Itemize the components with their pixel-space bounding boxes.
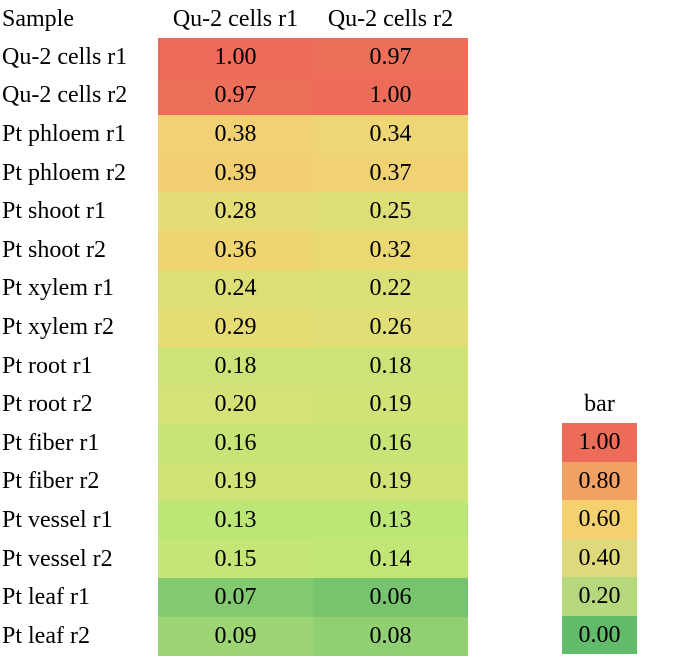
value-cell: 0.08 xyxy=(313,617,468,656)
table-row: Pt xylem r20.290.26 xyxy=(0,308,468,347)
row-label: Pt fiber r1 xyxy=(0,424,158,463)
table-row: Pt fiber r10.160.16 xyxy=(0,424,468,463)
table-row: Pt root r10.180.18 xyxy=(0,347,468,386)
value-cell: 0.09 xyxy=(158,617,313,656)
value-cell: 0.28 xyxy=(158,192,313,231)
row-label: Pt leaf r2 xyxy=(0,617,158,656)
value-cell: 0.32 xyxy=(313,231,468,270)
table-row: Pt xylem r10.240.22 xyxy=(0,270,468,309)
value-cell: 0.18 xyxy=(158,347,313,386)
row-label: Pt phloem r1 xyxy=(0,115,158,154)
value-cell: 0.36 xyxy=(158,231,313,270)
value-cell: 0.07 xyxy=(158,578,313,617)
value-cell: 0.19 xyxy=(158,463,313,502)
table-row: Pt shoot r20.360.32 xyxy=(0,231,468,270)
table-row: Pt phloem r10.380.34 xyxy=(0,115,468,154)
legend-step: 0.80 xyxy=(562,462,637,501)
table-row: Pt vessel r20.150.14 xyxy=(0,540,468,579)
value-cell: 0.25 xyxy=(313,192,468,231)
value-cell: 0.15 xyxy=(158,540,313,579)
row-label: Qu-2 cells r1 xyxy=(0,38,158,77)
value-cell: 0.97 xyxy=(158,77,313,116)
value-cell: 0.20 xyxy=(158,385,313,424)
header-sample: Sample xyxy=(0,0,158,38)
row-label: Pt root r1 xyxy=(0,347,158,386)
header-col-1: Qu-2 cells r1 xyxy=(158,0,313,38)
table-row: Pt phloem r20.390.37 xyxy=(0,154,468,193)
row-label: Pt fiber r2 xyxy=(0,463,158,502)
row-label: Pt shoot r1 xyxy=(0,192,158,231)
table-row: Pt leaf r10.070.06 xyxy=(0,578,468,617)
header-row: Sample Qu-2 cells r1 Qu-2 cells r2 xyxy=(0,0,468,38)
table-row: Pt shoot r10.280.25 xyxy=(0,192,468,231)
value-cell: 0.37 xyxy=(313,154,468,193)
legend-step: 0.40 xyxy=(562,539,637,578)
value-cell: 0.97 xyxy=(313,38,468,77)
value-cell: 0.13 xyxy=(313,501,468,540)
legend-step: 0.60 xyxy=(562,500,637,539)
table-row: Qu-2 cells r11.000.97 xyxy=(0,38,468,77)
value-cell: 1.00 xyxy=(158,38,313,77)
row-label: Pt phloem r2 xyxy=(0,154,158,193)
value-cell: 0.14 xyxy=(313,540,468,579)
value-cell: 0.19 xyxy=(313,385,468,424)
header-col-2: Qu-2 cells r2 xyxy=(313,0,468,38)
table-row: Pt leaf r20.090.08 xyxy=(0,617,468,656)
legend-title: bar xyxy=(584,385,615,423)
color-legend: bar1.000.800.600.400.200.00 xyxy=(562,385,637,654)
value-cell: 0.39 xyxy=(158,154,313,193)
row-label: Pt leaf r1 xyxy=(0,578,158,617)
value-cell: 0.34 xyxy=(313,115,468,154)
table-row: Pt root r20.200.19 xyxy=(0,385,468,424)
legend-step: 0.00 xyxy=(562,616,637,655)
value-cell: 0.06 xyxy=(313,578,468,617)
row-label: Pt xylem r2 xyxy=(0,308,158,347)
value-cell: 0.38 xyxy=(158,115,313,154)
row-label: Pt vessel r1 xyxy=(0,501,158,540)
row-label: Pt vessel r2 xyxy=(0,540,158,579)
value-cell: 0.16 xyxy=(158,424,313,463)
value-cell: 0.29 xyxy=(158,308,313,347)
value-cell: 0.22 xyxy=(313,270,468,309)
value-cell: 0.26 xyxy=(313,308,468,347)
table-row: Pt fiber r20.190.19 xyxy=(0,463,468,502)
value-cell: 0.24 xyxy=(158,270,313,309)
table-row: Qu-2 cells r20.971.00 xyxy=(0,77,468,116)
heatmap-table: Sample Qu-2 cells r1 Qu-2 cells r2 Qu-2 … xyxy=(0,0,468,656)
table-row: Pt vessel r10.130.13 xyxy=(0,501,468,540)
row-label: Pt shoot r2 xyxy=(0,231,158,270)
row-label: Pt xylem r1 xyxy=(0,270,158,309)
legend-step: 1.00 xyxy=(562,423,637,462)
value-cell: 1.00 xyxy=(313,77,468,116)
row-label: Pt root r2 xyxy=(0,385,158,424)
value-cell: 0.18 xyxy=(313,347,468,386)
value-cell: 0.19 xyxy=(313,463,468,502)
value-cell: 0.13 xyxy=(158,501,313,540)
value-cell: 0.16 xyxy=(313,424,468,463)
legend-step: 0.20 xyxy=(562,577,637,616)
row-label: Qu-2 cells r2 xyxy=(0,77,158,116)
